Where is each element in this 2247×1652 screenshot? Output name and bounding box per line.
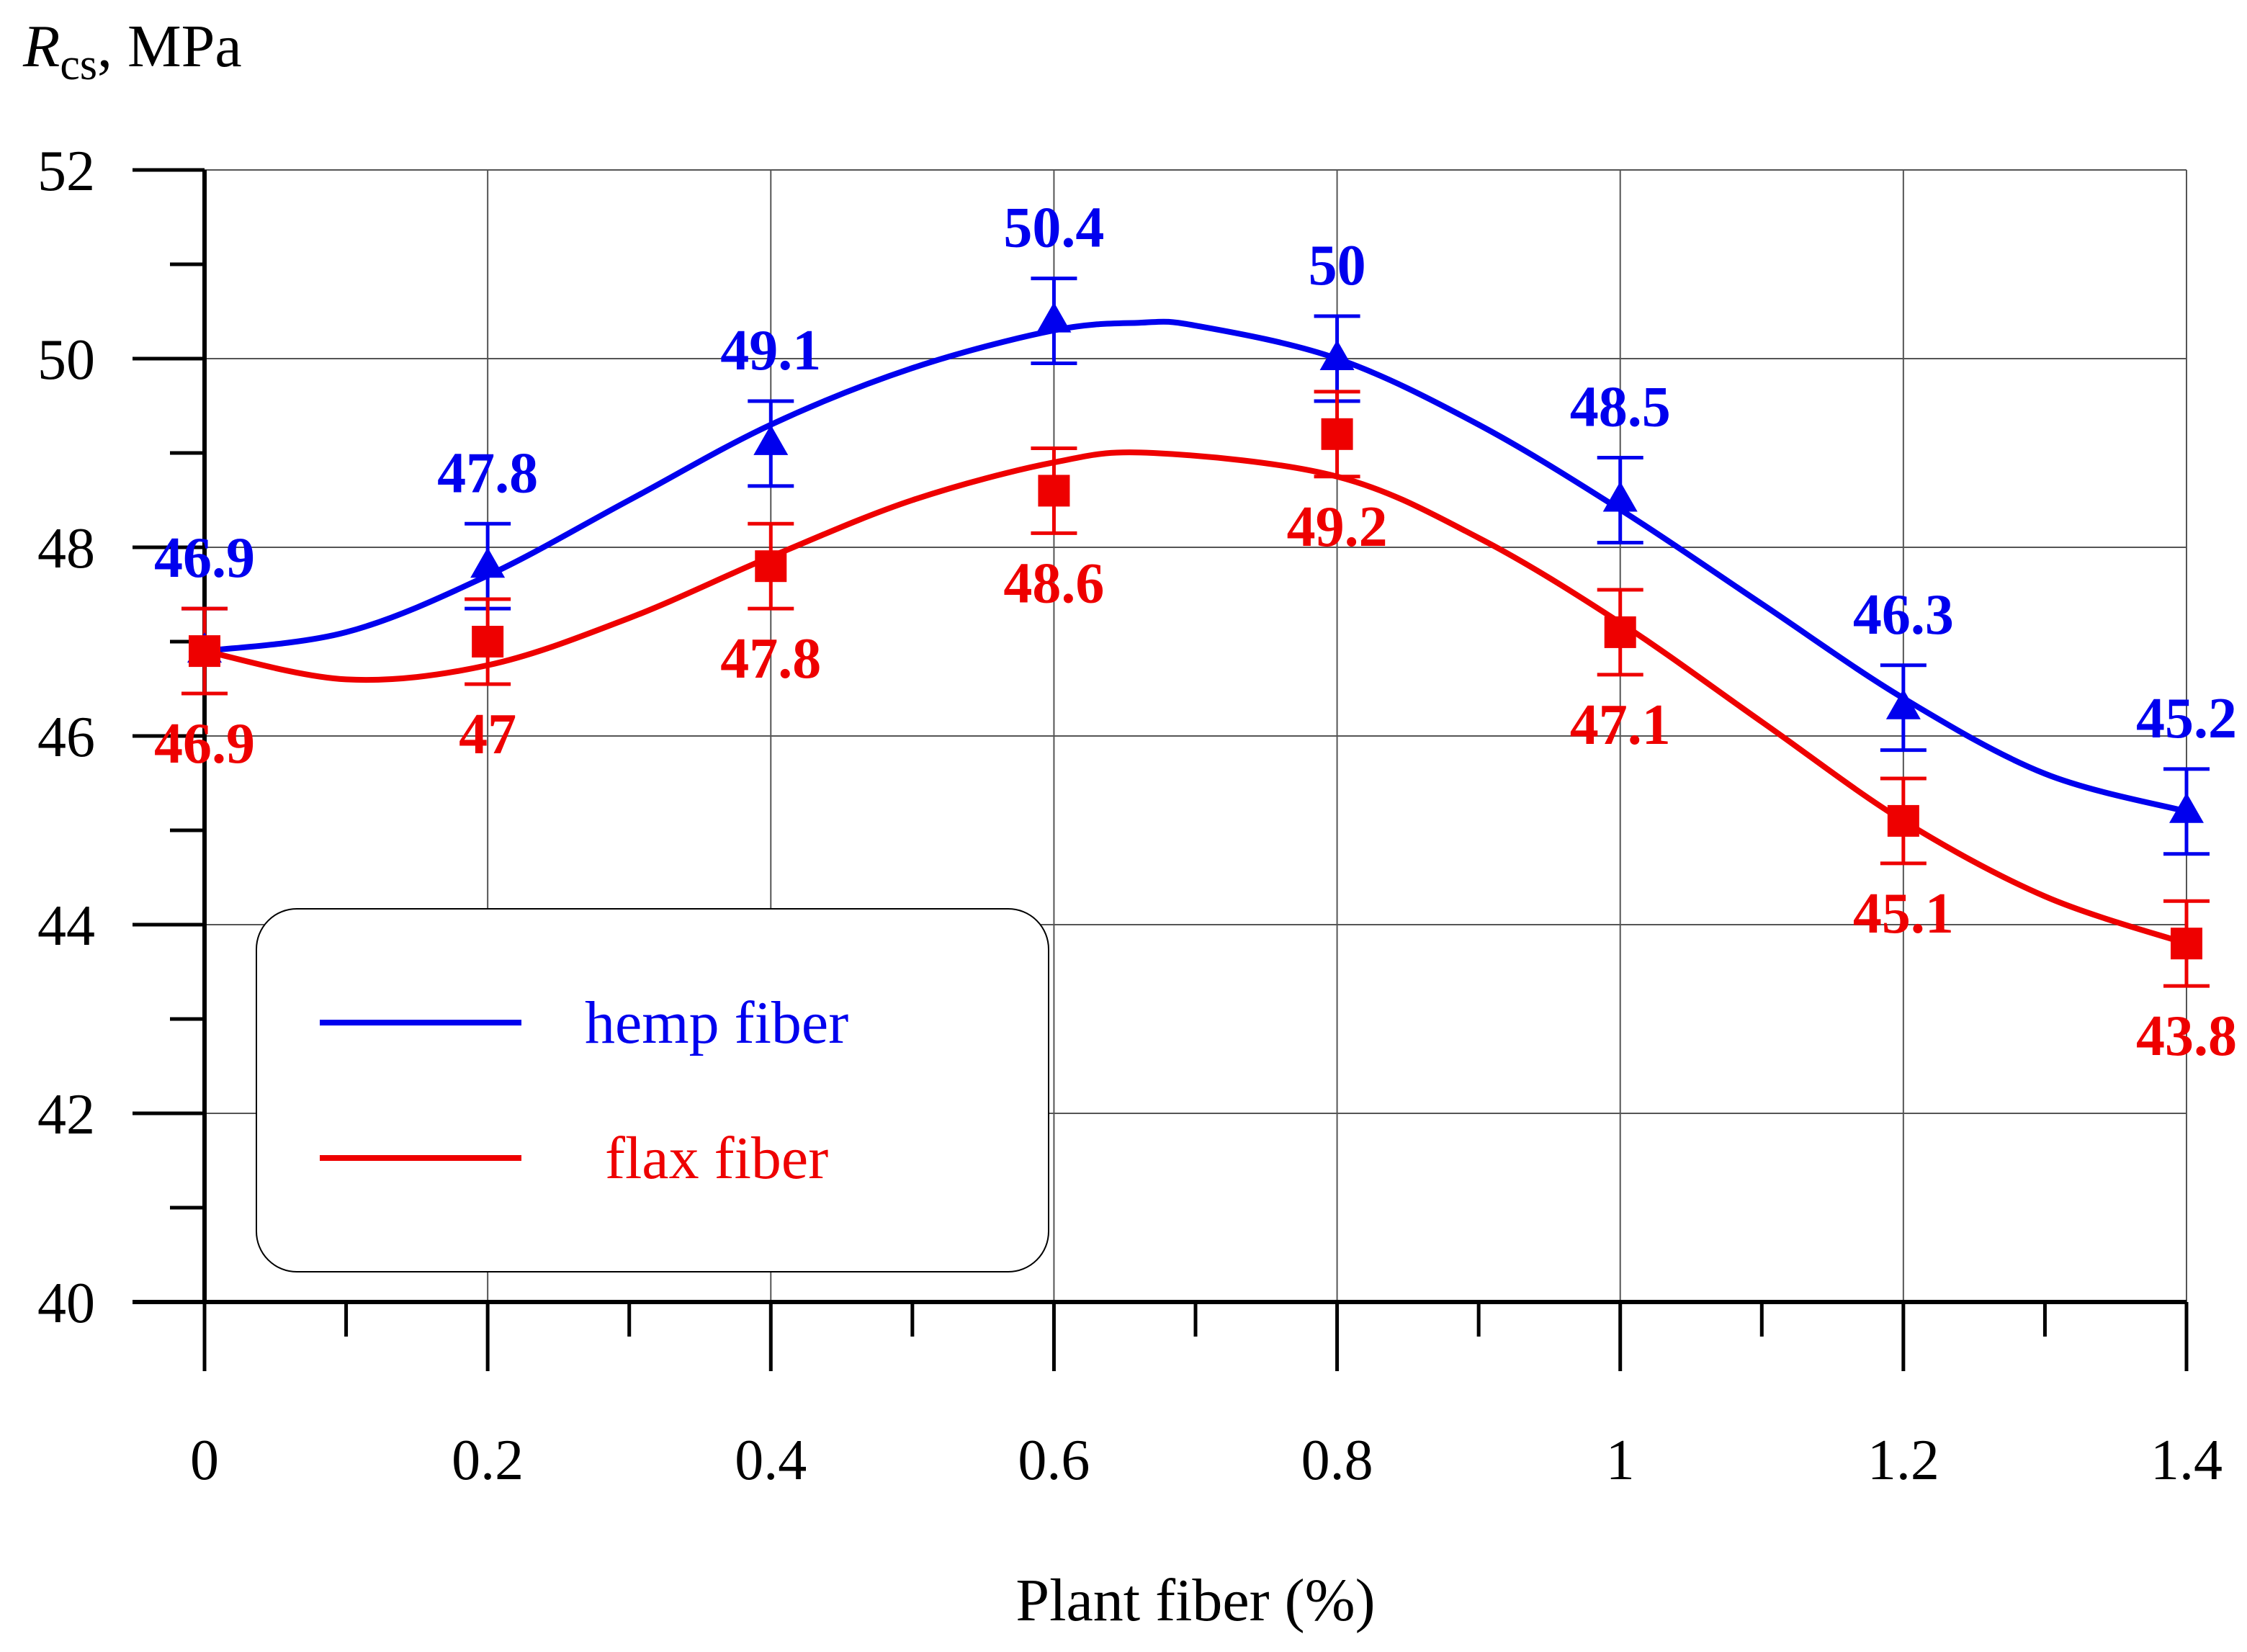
marker-hemp-fiber bbox=[1036, 302, 1072, 333]
y-tick-label: 52 bbox=[37, 140, 95, 203]
marker-flax-fiber bbox=[1604, 616, 1636, 648]
data-label-hemp-fiber: 46.9 bbox=[154, 526, 255, 590]
marker-hemp-fiber bbox=[2169, 792, 2204, 823]
marker-flax-fiber bbox=[755, 550, 787, 583]
data-label-flax-fiber: 47.8 bbox=[720, 627, 821, 691]
y-tick-label: 44 bbox=[37, 894, 95, 958]
data-label-flax-fiber: 47.1 bbox=[1570, 693, 1671, 757]
legend: hemp fiber flax fiber bbox=[256, 908, 1049, 1272]
marker-hemp-fiber bbox=[753, 424, 789, 455]
y-tick-label: 48 bbox=[37, 517, 95, 580]
x-tick-label: 0.6 bbox=[1018, 1429, 1090, 1492]
marker-hemp-fiber bbox=[1319, 340, 1355, 370]
y-axis-title-unit: , MPa bbox=[97, 13, 242, 80]
data-label-hemp-fiber: 48.5 bbox=[1570, 376, 1671, 439]
data-label-hemp-fiber: 50.4 bbox=[1003, 197, 1104, 260]
x-tick-label: 0.8 bbox=[1301, 1429, 1373, 1492]
y-tick-label: 42 bbox=[37, 1083, 95, 1146]
markers bbox=[187, 302, 2204, 960]
data-label-hemp-fiber: 45.2 bbox=[2136, 687, 2237, 750]
y-axis-title-sub: cs bbox=[60, 40, 97, 89]
data-label-flax-fiber: 46.9 bbox=[154, 712, 255, 776]
x-tick-label: 1 bbox=[1606, 1429, 1635, 1492]
marker-flax-fiber bbox=[2171, 928, 2202, 960]
data-label-flax-fiber: 49.2 bbox=[1287, 495, 1388, 559]
y-tick-label: 40 bbox=[37, 1272, 95, 1335]
fit-curve-flax-fiber bbox=[204, 449, 2188, 946]
marker-flax-fiber bbox=[1321, 418, 1353, 450]
data-label-flax-fiber: 43.8 bbox=[2136, 1005, 2237, 1068]
legend-hemp-label: hemp fiber bbox=[585, 989, 848, 1056]
data-label-hemp-fiber: 46.3 bbox=[1853, 583, 1954, 647]
legend-box bbox=[256, 908, 1049, 1272]
x-tick-label: 1.2 bbox=[1867, 1429, 1939, 1492]
data-label-hemp-fiber: 49.1 bbox=[720, 319, 821, 382]
x-tick-label: 1.4 bbox=[2150, 1429, 2223, 1492]
x-tick-label: 0.4 bbox=[735, 1429, 807, 1492]
x-tick-label: 0.2 bbox=[452, 1429, 524, 1492]
data-label-flax-fiber: 48.6 bbox=[1003, 552, 1104, 615]
data-label-hemp-fiber: 47.8 bbox=[437, 441, 538, 505]
marker-flax-fiber bbox=[1887, 804, 1919, 837]
marker-flax-fiber bbox=[472, 626, 504, 657]
data-labels: 46.9 47.8 49.1 50.4 50 48.5 46.3 45.2 46.9 47 47.8… bbox=[154, 197, 2237, 1069]
x-axis-title: Plant fiber (%) bbox=[1015, 1567, 1375, 1634]
marker-hemp-fiber bbox=[1885, 688, 1921, 719]
data-label-flax-fiber: 45.1 bbox=[1853, 882, 1954, 946]
x-tick-label: 0 bbox=[190, 1429, 219, 1492]
marker-flax-fiber bbox=[1038, 475, 1070, 507]
y-tick-label: 50 bbox=[37, 328, 95, 392]
data-label-flax-fiber: 47 bbox=[459, 703, 516, 766]
marker-hemp-fiber bbox=[1602, 481, 1638, 512]
fit-curves bbox=[204, 318, 2188, 946]
marker-flax-fiber bbox=[189, 635, 220, 668]
legend-flax-label: flax fiber bbox=[605, 1125, 828, 1192]
y-axis-title: Rcs, MPa bbox=[22, 13, 242, 89]
marker-hemp-fiber bbox=[470, 547, 506, 578]
y-tick-label: 46 bbox=[37, 706, 95, 769]
fit-curve-hemp-fiber bbox=[204, 318, 2188, 814]
y-axis-title-main: R bbox=[22, 13, 60, 80]
data-label-hemp-fiber: 50 bbox=[1309, 234, 1366, 297]
